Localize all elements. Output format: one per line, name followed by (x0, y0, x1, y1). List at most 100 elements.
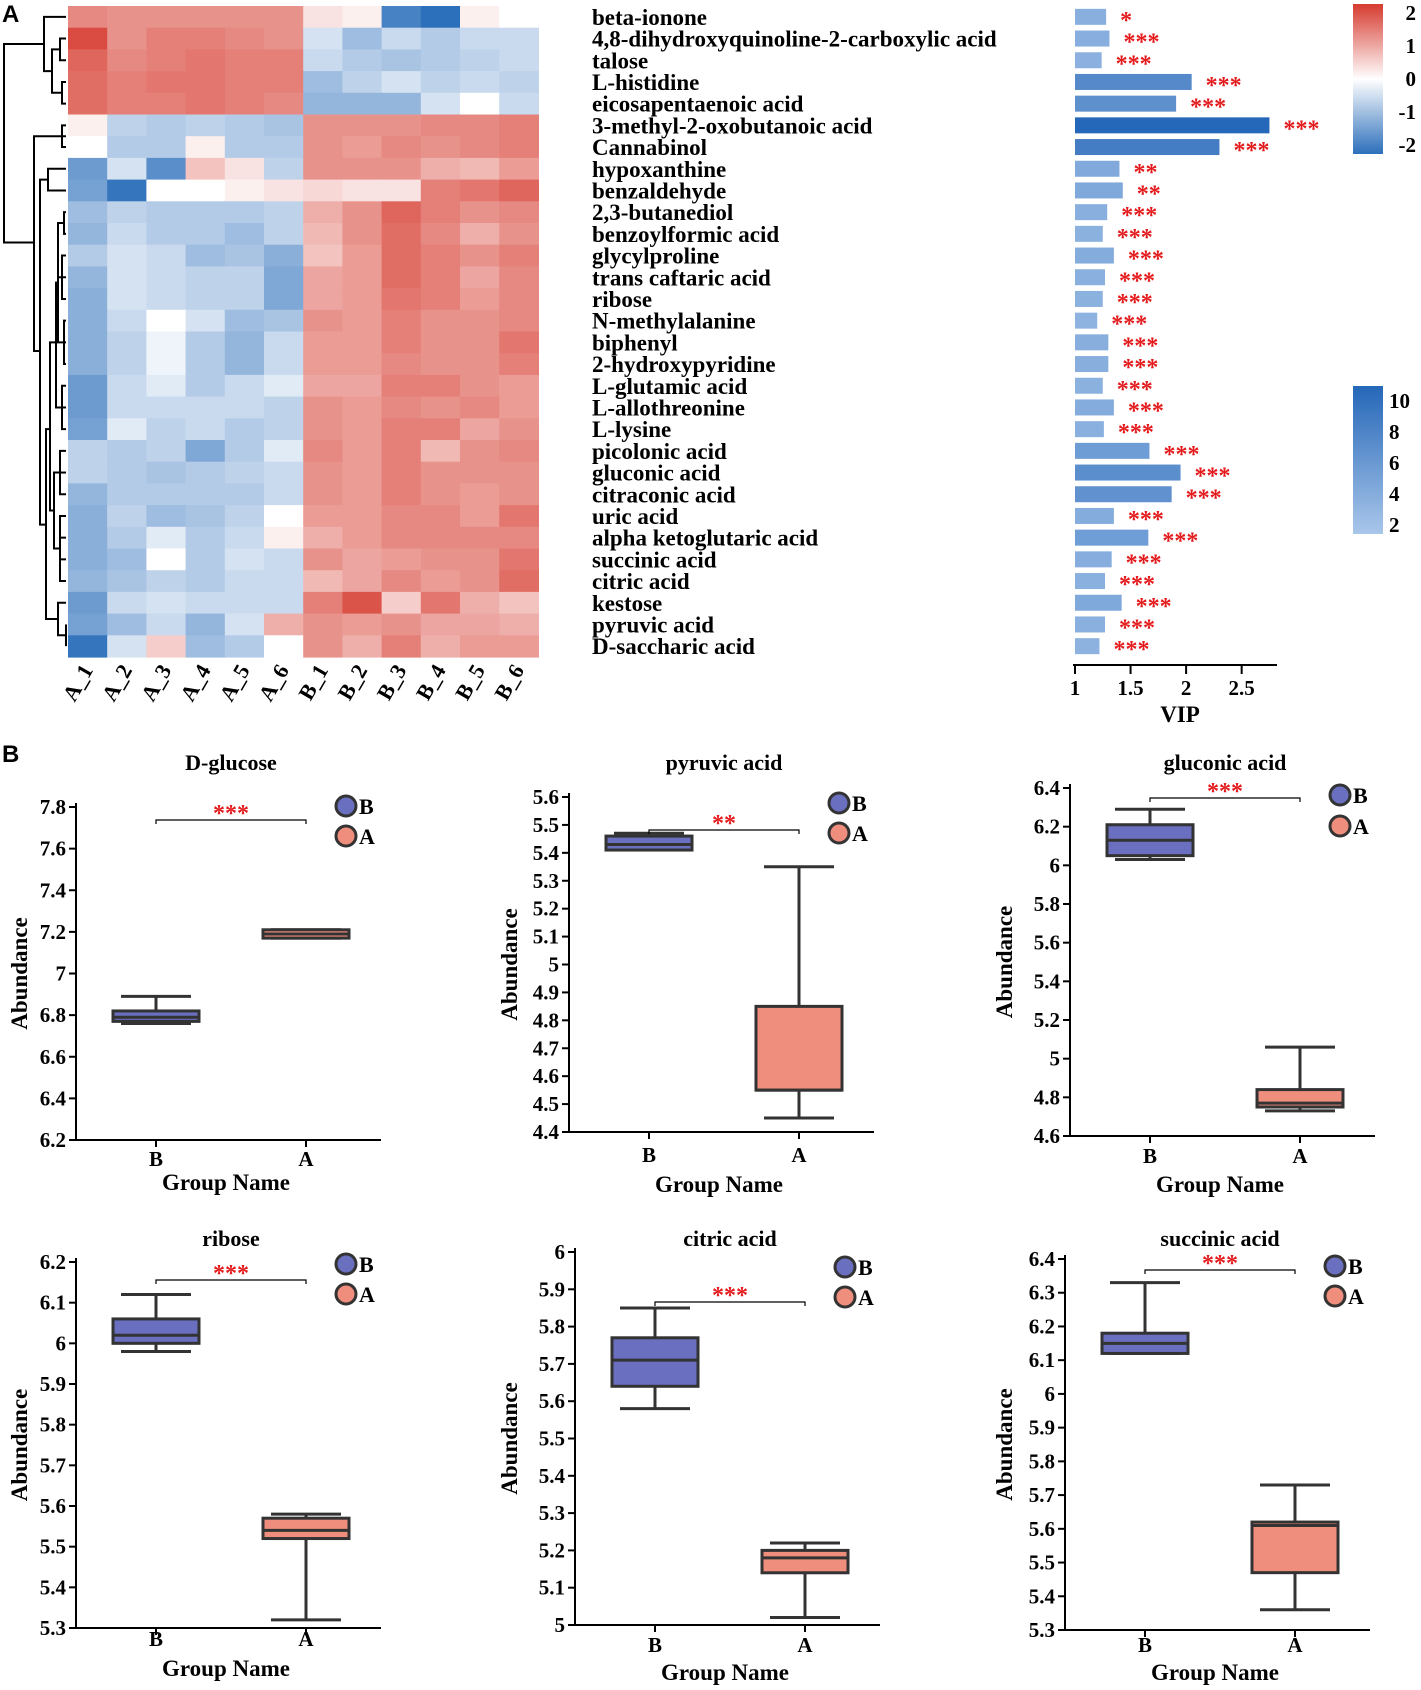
vip-significance: *** (1186, 485, 1222, 511)
heatmap-cell (499, 92, 539, 116)
heatmap-cell (460, 591, 500, 615)
vip-tick-label: 1.5 (1117, 676, 1143, 700)
legend-marker (334, 1282, 358, 1306)
heatmap-cell (460, 266, 500, 289)
metabolite-label: citric acid (592, 569, 690, 594)
vip-bar (1075, 377, 1103, 394)
heatmap-cell (303, 114, 343, 137)
y-tick-label: 4.6 (1034, 1124, 1060, 1148)
metabolite-label: 2-hydroxypyridine (592, 352, 776, 377)
heatmap-cell (107, 266, 147, 289)
heatmap-cell (303, 570, 343, 593)
legend-marker (334, 824, 358, 848)
sample-label: B_2 (332, 660, 372, 704)
heatmap-cell (342, 374, 383, 398)
heatmap-cell (420, 635, 461, 658)
heatmap-cell (146, 505, 187, 528)
heatmap-cell (303, 591, 343, 615)
heatmap-cell (146, 6, 187, 29)
heatmap-cell (107, 505, 147, 528)
y-tick-label: 6 (1045, 1382, 1056, 1406)
metabolite-label: L-glutamic acid (592, 374, 747, 399)
heatmap-cell (381, 6, 422, 29)
heatmap-cell (303, 157, 343, 181)
heatmap-cell (381, 71, 422, 94)
vip-significance: *** (1119, 268, 1155, 294)
significance-stars: ** (712, 811, 736, 837)
heatmap-cell (420, 288, 461, 311)
heatmap-cell (68, 331, 108, 354)
heatmap-cell (224, 288, 265, 311)
y-tick-label: 5.2 (539, 1538, 565, 1562)
heatmap-cell (460, 570, 500, 593)
heatmap-cell (224, 483, 265, 506)
heatmap-cell (185, 201, 226, 224)
legend-marker (1323, 1284, 1347, 1308)
metabolite-label: D-saccharic acid (592, 634, 755, 659)
y-tick-label: 6.4 (1034, 776, 1061, 800)
heatmap-cell (499, 461, 539, 484)
boxplot-title: citric acid (683, 1226, 776, 1251)
y-tick-label: 6.2 (1029, 1314, 1055, 1338)
vip-significance: *** (1122, 333, 1158, 359)
heatmap-cell (146, 179, 187, 202)
y-tick-label: 7 (56, 962, 67, 986)
vip-significance: ** (1133, 160, 1157, 186)
y-tick-label: 6.4 (1029, 1247, 1056, 1271)
heatmap-cell (146, 331, 187, 354)
vip-bar (1075, 290, 1103, 307)
heatmap-cell (499, 591, 539, 615)
heatmap-cell (264, 6, 304, 29)
heatmap-cell (342, 505, 383, 528)
y-tick-label: 5 (549, 953, 560, 977)
metabolite-label: N-methylalanine (592, 309, 756, 334)
heatmap-cell (420, 266, 461, 289)
y-tick-label: 4.4 (533, 1120, 560, 1144)
y-tick-label: 5.9 (539, 1277, 565, 1301)
y-tick-label: 6.2 (1034, 815, 1060, 839)
vip-bar (1075, 204, 1108, 221)
heatmap-cell (264, 635, 304, 658)
heatmap-cell (107, 288, 147, 311)
heatmap-cell (420, 353, 461, 376)
heatmap-cell (146, 440, 187, 463)
x-tick-label: B (1143, 1144, 1157, 1168)
significance-stars: *** (1202, 1251, 1238, 1277)
legend-marker (1323, 1254, 1347, 1278)
dendrogram-branch (39, 178, 48, 526)
dendrogram-branch (45, 428, 58, 621)
zscore-tick-label: -1 (1399, 100, 1417, 124)
heatmap-cell (146, 461, 187, 484)
vip-significance: *** (1136, 594, 1172, 620)
vip-legend-tick-label: 6 (1389, 451, 1400, 475)
vip-bar (1075, 269, 1105, 286)
heatmap-cell (499, 114, 539, 137)
heatmap-cell (303, 266, 343, 289)
heatmap-cell (460, 418, 500, 441)
heatmap-cell (381, 374, 422, 398)
bracket-line (155, 819, 307, 824)
heatmap-cell (420, 331, 461, 354)
heatmap-cell (342, 179, 383, 202)
heatmap-cell (264, 309, 304, 333)
heatmap-cell (146, 201, 187, 224)
heatmap-cell (499, 526, 539, 550)
heatmap-cell (420, 92, 461, 116)
heatmap-cell (107, 526, 147, 550)
heatmap-cell (381, 288, 422, 311)
heatmap-cell (303, 288, 343, 311)
heatmap-cell (146, 309, 187, 333)
heatmap-cell (68, 505, 108, 528)
x-axis-title: Group Name (1151, 1660, 1279, 1685)
y-tick-label: 6.1 (40, 1291, 66, 1315)
x-tick-label: B (648, 1633, 662, 1657)
y-tick-label: 7.2 (40, 920, 66, 944)
bracket-line (1144, 1269, 1296, 1274)
row-dendrogram (3, 15, 67, 647)
heatmap-cell (146, 157, 187, 181)
heatmap-cell (68, 418, 108, 441)
heatmap-cell (146, 244, 187, 267)
